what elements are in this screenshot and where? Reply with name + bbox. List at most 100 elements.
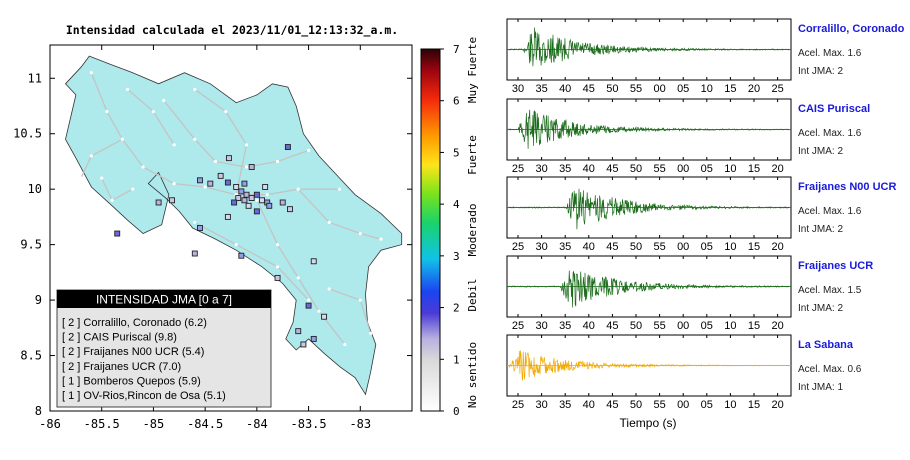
waveform-panel: 25 30 35 40 45 50 55 00 05 10 15 20 CAIS Puriscal Ace… bbox=[506, 98, 870, 175]
waveform-x-tick-label: 05 bbox=[677, 83, 689, 95]
waveform-x-tick-label: 20 bbox=[771, 241, 783, 253]
waveform-x-tick-label: 15 bbox=[748, 241, 760, 253]
intensity-legend: INTENSIDAD JMA [0 a 7] [ 2 ] Corralillo,… bbox=[56, 289, 272, 408]
station-marker bbox=[235, 195, 242, 202]
waveform-x-tick-label: 20 bbox=[771, 163, 783, 175]
map-road bbox=[194, 221, 310, 301]
legend-item: [ 1 ] Bomberos Quepos (5.9) bbox=[62, 375, 201, 387]
station-marker bbox=[238, 188, 245, 195]
legend-item: [ 2 ] Fraijanes N00 UCR (5.4) bbox=[62, 346, 204, 358]
station-marker bbox=[300, 341, 307, 348]
map-town-dot bbox=[327, 287, 331, 291]
waveform-x-tick-label: 30 bbox=[535, 163, 547, 175]
colorbar-tick-label: 5 bbox=[453, 146, 460, 159]
accel-max-label: Acel. Max. 1.6 bbox=[798, 206, 862, 217]
station-marker bbox=[231, 199, 238, 206]
waveform-x-tick-label: 00 bbox=[677, 163, 689, 175]
waveform-x-tick-label: 45 bbox=[606, 399, 618, 411]
map-town-dot bbox=[358, 298, 362, 302]
station-marker bbox=[259, 197, 265, 204]
waveform-x-tick-label: 10 bbox=[724, 320, 736, 332]
waveform-x-tick-label: 45 bbox=[606, 320, 618, 332]
waveform-x-tick-label: 20 bbox=[771, 320, 783, 332]
waveform-x-tick-label: 00 bbox=[677, 241, 689, 253]
map-town-dot bbox=[317, 309, 321, 313]
map-town-dot bbox=[255, 198, 259, 202]
waveform-x-tick-label: 55 bbox=[653, 241, 665, 253]
station-marker bbox=[266, 202, 273, 209]
station-marker bbox=[224, 213, 231, 220]
waveform-trace bbox=[507, 27, 790, 67]
map-town-dot bbox=[110, 198, 114, 202]
waveform-x-tick-label: 55 bbox=[653, 399, 665, 411]
map-y-tick-label: 8.5 bbox=[20, 349, 42, 363]
waveform-xlabel: Tiempo (s) bbox=[620, 416, 677, 430]
map-town-dot bbox=[275, 265, 280, 269]
station-marker bbox=[155, 199, 162, 206]
waveform-x-tick-label: 25 bbox=[512, 399, 524, 411]
waveform-x-tick-label: 30 bbox=[512, 83, 524, 95]
colorbar-scale bbox=[420, 48, 441, 412]
map-x-tick-label: -86 bbox=[39, 417, 61, 431]
station-marker bbox=[241, 197, 248, 204]
waveform-panel: 30 35 40 45 50 55 00 05 10 15 20 25 Corralillo, Coro… bbox=[506, 18, 905, 95]
map-town-dot bbox=[120, 137, 124, 141]
map-x-tick-label: -84 bbox=[246, 417, 268, 431]
map-y-tick-label: 9.5 bbox=[20, 238, 42, 252]
station-marker bbox=[197, 225, 203, 231]
station-marker bbox=[225, 155, 232, 162]
map-town-dot bbox=[234, 243, 238, 247]
map-town-dot bbox=[125, 87, 130, 91]
map-town-dot bbox=[89, 154, 93, 158]
map-town-dot bbox=[296, 187, 300, 191]
jma-intensity-label: Int JMA: 2 bbox=[798, 66, 843, 77]
map-road bbox=[194, 88, 248, 195]
station-name: La Sabana bbox=[798, 339, 854, 351]
waveform-x-tick-label: 50 bbox=[606, 83, 618, 95]
station-marker bbox=[241, 180, 248, 187]
map-x-tick-label: -84.5 bbox=[187, 417, 223, 431]
map-y-tick-label: 10 bbox=[28, 182, 42, 196]
waveform-x-tick-label: 25 bbox=[512, 241, 524, 253]
waveform-x-tick-label: 45 bbox=[583, 83, 595, 95]
waveform-x-tick-label: 15 bbox=[724, 83, 736, 95]
map-town-dot bbox=[193, 220, 197, 225]
legend-item: [ 2 ] Corralillo, Coronado (6.2) bbox=[62, 317, 207, 329]
waveform-trace bbox=[507, 109, 790, 149]
map-town-dot bbox=[358, 231, 362, 236]
map-x-tick-label: -85.5 bbox=[84, 417, 120, 431]
jma-intensity-label: Int JMA: 1 bbox=[798, 382, 843, 393]
waveform-x-tick-label: 50 bbox=[630, 241, 642, 253]
station-marker bbox=[253, 191, 260, 198]
map-town-dot bbox=[193, 87, 197, 91]
jma-intensity-label: Int JMA: 2 bbox=[798, 146, 843, 157]
station-marker bbox=[310, 335, 317, 342]
colorbar-tick-label: 3 bbox=[453, 250, 460, 263]
waveform-x-tick-label: 35 bbox=[559, 163, 571, 175]
station-marker bbox=[279, 199, 286, 206]
legend-item: [ 1 ] OV-Rios,Rincon de Osa (5.1) bbox=[62, 390, 226, 402]
map-town-dot bbox=[306, 298, 311, 302]
map-town-dot bbox=[105, 109, 109, 114]
waveform-x-tick-label: 25 bbox=[512, 320, 524, 332]
station-marker bbox=[207, 180, 214, 187]
station-marker bbox=[197, 177, 203, 184]
colorbar-tick-label: 4 bbox=[453, 198, 460, 211]
map-town-dot bbox=[343, 342, 347, 347]
map-town-dot bbox=[203, 185, 207, 189]
waveform-x-tick-label: 40 bbox=[583, 241, 595, 253]
waveform-x-tick-label: 35 bbox=[559, 241, 571, 253]
station-marker bbox=[287, 206, 293, 213]
map-town-dot bbox=[244, 143, 249, 147]
legend-item: [ 2 ] CAIS Puriscal (9.8) bbox=[62, 332, 177, 344]
map-x-tick-label: -83 bbox=[349, 417, 371, 431]
waveform-panel: 25 30 35 40 45 50 55 00 05 10 15 20 Fraijanes UCR Ace… bbox=[506, 255, 873, 332]
station-marker bbox=[248, 195, 255, 202]
map-town-dot bbox=[172, 182, 176, 186]
waveform-panel: 25 30 35 40 45 50 55 00 05 10 15 20 Fraijanes N00 UC… bbox=[506, 176, 896, 253]
station-marker bbox=[217, 172, 224, 179]
map-road bbox=[163, 100, 309, 168]
map-town-dot bbox=[275, 159, 280, 164]
waveform-x-tick-label: 40 bbox=[583, 320, 595, 332]
station-marker bbox=[191, 250, 198, 257]
